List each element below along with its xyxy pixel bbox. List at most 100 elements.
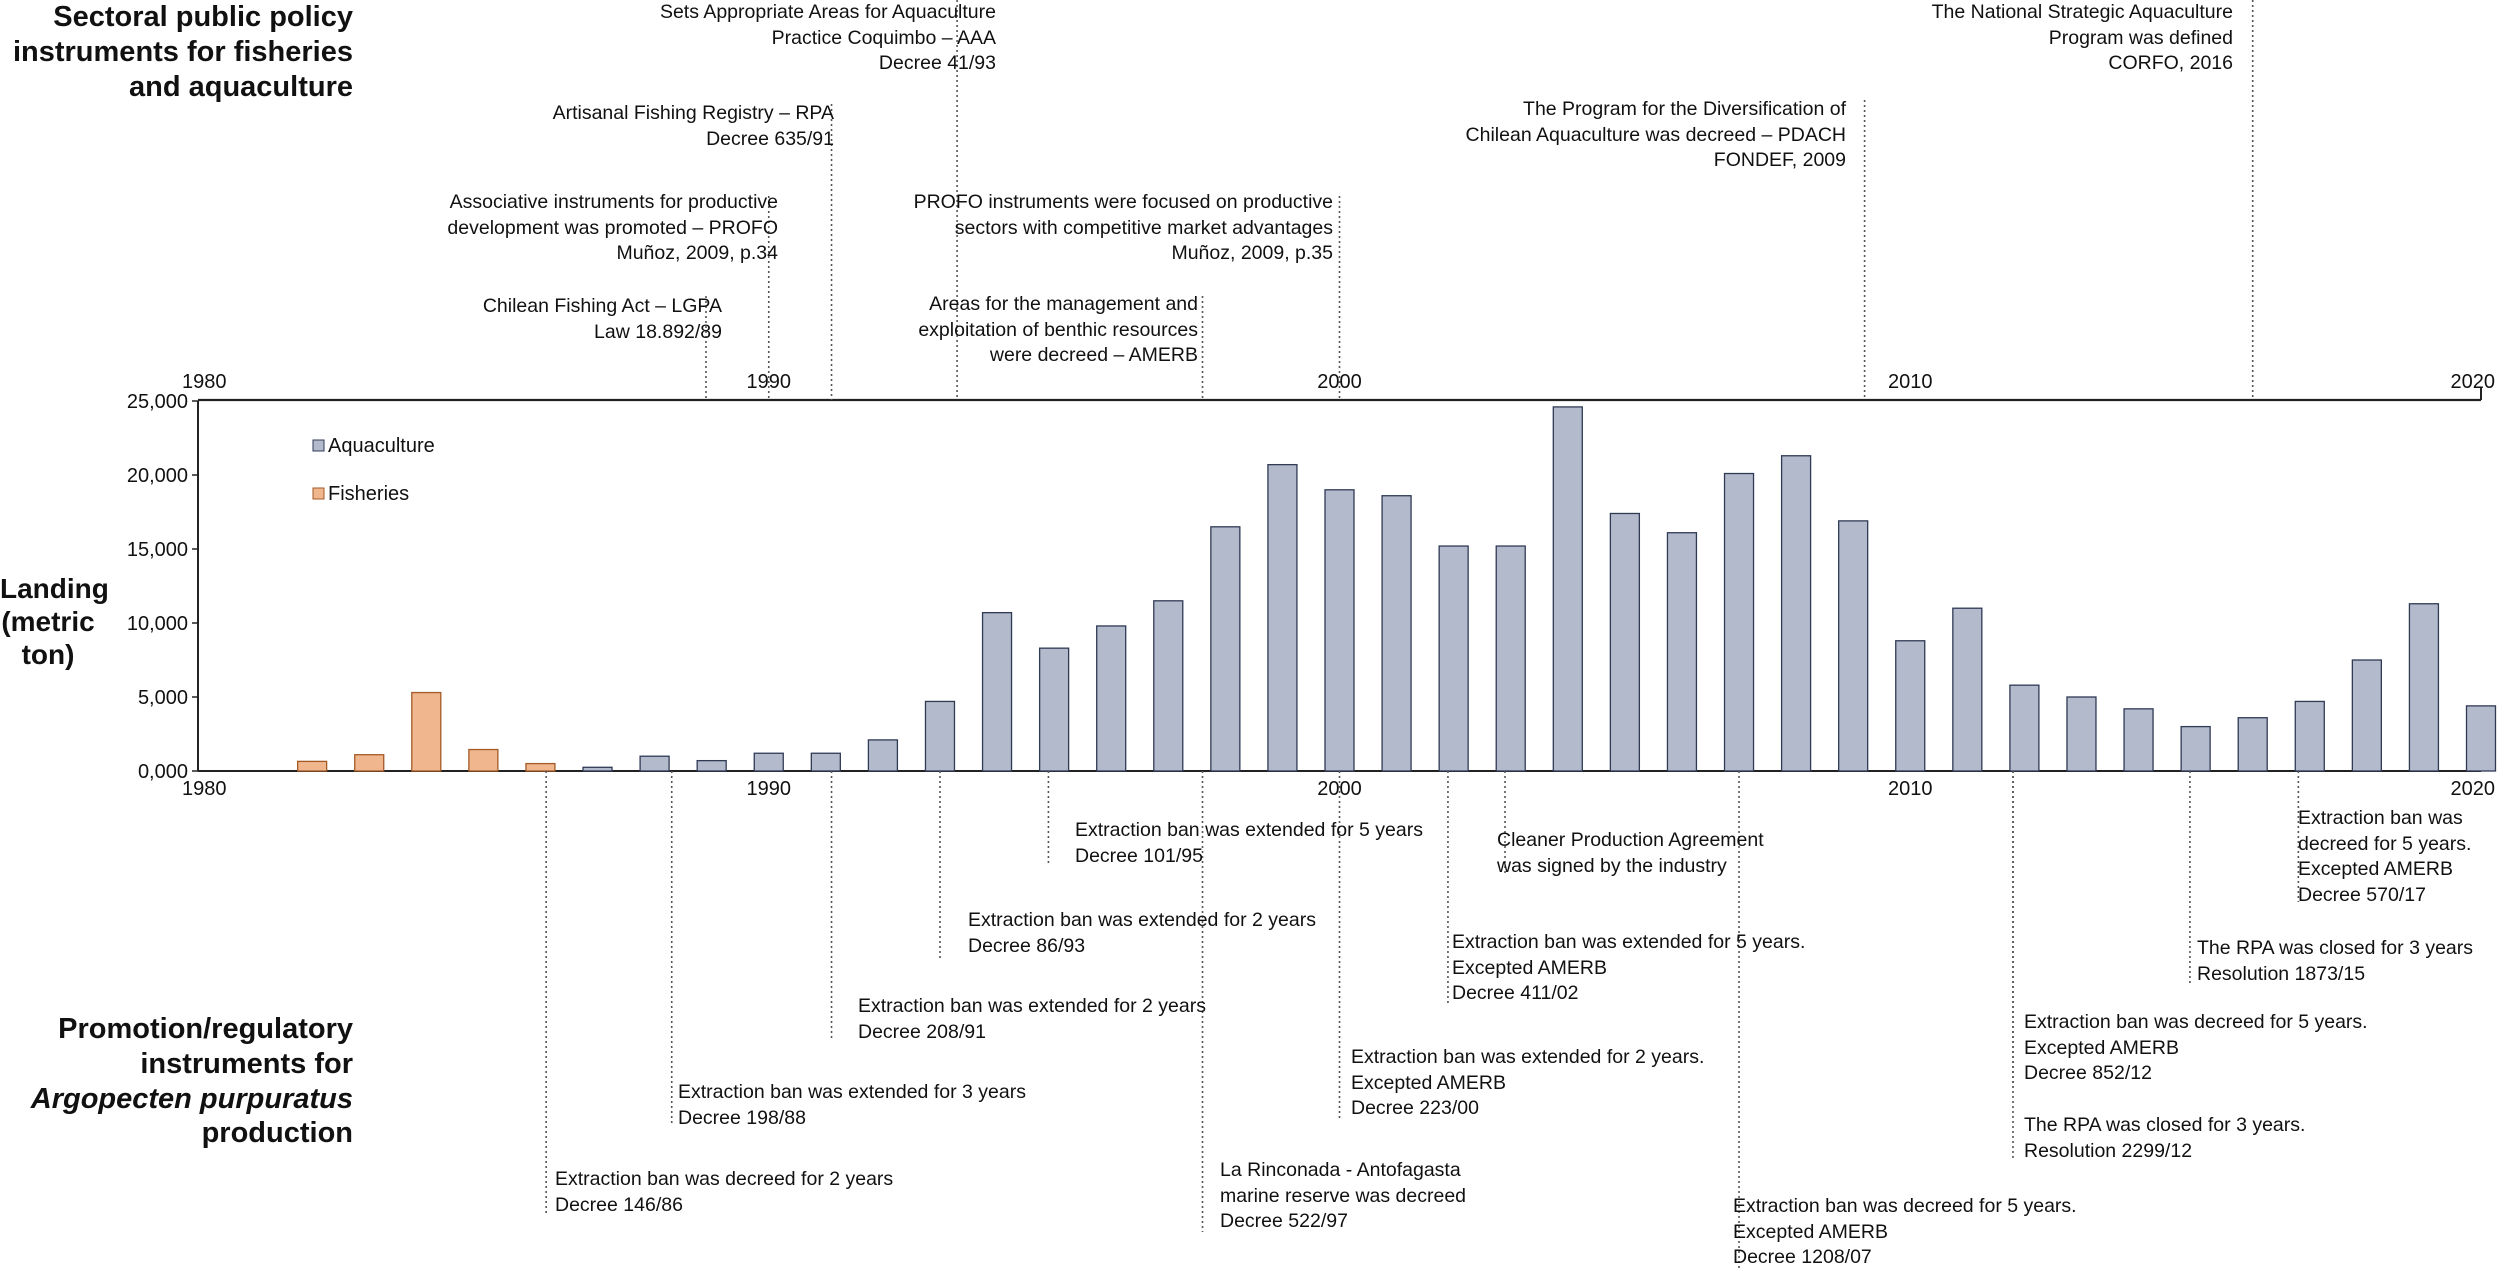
top-annotation: Areas for the management and exploitation… (918, 292, 1198, 369)
x-tick-label: 2020 (2451, 778, 2496, 800)
bottom-annotation-line: Excepted AMERB (1452, 956, 1607, 979)
aquaculture-bar (1895, 640, 1926, 772)
y-tick-label: 15,000 (127, 539, 188, 561)
bottom-annotation-line: Extraction ban was extended for 5 years. (1452, 931, 1806, 953)
aquaculture-bar (1838, 520, 1869, 772)
bottom-annotation: Extraction ban was extended for 5 years.… (1452, 930, 1805, 1007)
top-annotation-line: Associative instruments for productive (449, 191, 778, 213)
aquaculture-bar (1723, 472, 1755, 772)
bottom-annotation-line: Decree 146/86 (555, 1193, 683, 1216)
top-annotation-line: development was promoted – PROFO (447, 216, 778, 239)
bottom-annotation-line: Extraction ban was decreed for 5 years. (1733, 1195, 2077, 1217)
bottom-annotation: Cleaner Production Agreement was signed b… (1497, 828, 1764, 879)
y-axis-label: Landing (metric ton) (0, 572, 109, 671)
bottom-annotation: Extraction ban was decreed for 5 years. E… (1733, 1194, 2077, 1271)
bottom-annotation-line: Decree 208/91 (858, 1020, 986, 1043)
bottom-annotation-line: Excepted AMERB (2298, 858, 2453, 881)
y-tick-label: 20,000 (127, 465, 188, 487)
aquaculture-bar (2294, 700, 2325, 772)
aquaculture-bar (2408, 603, 2440, 772)
fisheries-bar (525, 762, 556, 772)
bottom-annotation: Extraction ban was decreed for 2 years De… (555, 1167, 893, 1218)
aquaculture-bar (1552, 406, 1583, 772)
bottom-annotation-line: marine reserve was decreed (1220, 1184, 1467, 1207)
bottom-annotation-line: Decree 522/97 (1220, 1210, 1348, 1233)
y-tick-label: 5,000 (138, 687, 188, 709)
timeline-tick-label: 1980 (182, 371, 227, 393)
aquaculture-bar (2180, 725, 2211, 772)
aquaculture-bar (1267, 463, 1298, 772)
bottom-annotation-line: Decree 198/88 (678, 1106, 806, 1129)
aquaculture-bar (1096, 625, 1127, 772)
bottom-annotation-line: Cleaner Production Agreement (1497, 829, 1764, 851)
timeline-tick-label: 2020 (2451, 371, 2496, 393)
bottom-annotation-line: Excepted AMERB (1733, 1220, 1888, 1243)
bottom-annotation-line: Decree 1208/07 (1733, 1246, 1872, 1269)
aquaculture-bar (753, 752, 784, 772)
bottom-annotation: Extraction ban was decreed for 5 years. Ex… (2298, 806, 2471, 909)
bottom-annotation-line: Excepted AMERB (1351, 1071, 1506, 1094)
bottom-annotation: The RPA was closed for 3 years. Resolutio… (2024, 1113, 2305, 1164)
aquaculture-bar (696, 759, 727, 772)
bottom-annotation-line: Decree 570/17 (2298, 884, 2426, 907)
aquaculture-bar (981, 611, 1013, 772)
top-annotation-line: The Program for the Diversification of (1523, 98, 1846, 120)
aquaculture-bar (810, 752, 841, 772)
bottom-annotation-line: Decree 411/02 (1452, 982, 1579, 1005)
top-annotation-line: were decreed – AMERB (989, 344, 1198, 367)
aquaculture-bar (2351, 659, 2383, 772)
fisheries-bar (296, 760, 328, 772)
bottom-annotation-line: Decree 86/93 (968, 934, 1086, 957)
aquaculture-bar (1666, 532, 1698, 772)
top-annotation-line: Muñoz, 2009, p.34 (616, 242, 778, 265)
bottom-annotation-line: Extraction ban was (2298, 807, 2463, 829)
bottom-annotation-line: was signed by the industry (1497, 854, 1727, 877)
top-annotation: Artisanal Fishing Registry – RPA Decree 6… (553, 101, 834, 152)
top-title-line: Sectoral public policy (53, 1, 353, 33)
bottom-title-line: Promotion/regulatory (58, 1013, 353, 1045)
top-annotation-line: Chilean Aquaculture was decreed – PDACH (1465, 123, 1846, 146)
bottom-annotation-line: Extraction ban was decreed for 2 years (555, 1168, 894, 1190)
x-tick-label: 2010 (1888, 778, 1933, 800)
aquaculture-bar (1495, 545, 1526, 772)
top-annotation-line: Practice Coquimbo – AAA (771, 26, 996, 49)
bottom-annotation-line: Extraction ban was extended for 2 years. (1351, 1046, 1705, 1068)
top-annotation-line: Decree 41/93 (878, 52, 996, 75)
bottom-title-line: production (201, 1117, 353, 1150)
bottom-annotation: Extraction ban was extended for 2 years.… (1351, 1045, 1704, 1122)
timeline-tick-label: 2010 (1888, 371, 1933, 393)
top-annotation-line: Areas for the management and (929, 293, 1198, 315)
y-tick-label: 10,000 (127, 613, 188, 635)
bottom-section-title: Promotion/regulatory instruments for Arg… (31, 1012, 353, 1151)
top-annotation: The Program for the Diversification of Ch… (1466, 97, 1846, 174)
fisheries-bar (354, 754, 385, 772)
bottom-annotation-line: Decree 852/12 (2024, 1062, 2152, 1085)
top-annotation-line: exploitation of benthic resources (918, 318, 1198, 341)
bottom-annotation-line: Decree 101/95 (1075, 844, 1203, 867)
aquaculture-bar (1324, 489, 1355, 772)
x-tick-label: 2000 (1317, 778, 1362, 800)
aquaculture-bar (1780, 455, 1812, 772)
top-annotation: The National Strategic Aquaculture Progra… (1932, 0, 2233, 77)
bottom-annotation-line: Extraction ban was decreed for 5 years. (2024, 1011, 2368, 1033)
bottom-annotation-line: La Rinconada - Antofagasta (1220, 1159, 1461, 1181)
aquaculture-bar (2465, 705, 2497, 772)
top-annotation-line: Program was defined (2048, 26, 2233, 49)
aquaculture-bar (2009, 684, 2040, 772)
y-axis-label-line: (metric (1, 606, 95, 638)
bottom-annotation-line: Excepted AMERB (2024, 1036, 2179, 1059)
y-axis-label-line: ton) (21, 639, 75, 671)
aquaculture-bar (1952, 607, 1983, 772)
x-tick-label: 1980 (182, 778, 227, 800)
top-annotation: Chilean Fishing Act – LGPA Law 18.892/89 (483, 294, 722, 345)
bottom-annotation: La Rinconada - Antofagasta marine reserve… (1220, 1158, 1466, 1235)
fisheries-bar (468, 748, 499, 772)
aquaculture-bar (1609, 512, 1641, 772)
legend-label: Aquaculture (328, 435, 435, 457)
top-annotation-line: The National Strategic Aquaculture (1931, 1, 2233, 23)
top-section-title: Sectoral public policy instruments for f… (13, 0, 353, 104)
top-annotation-line: PROFO instruments were focused on produc… (913, 191, 1333, 213)
y-tick-label: 0,000 (138, 761, 188, 783)
bottom-annotation: Extraction ban was decreed for 5 years. E… (2024, 1010, 2368, 1087)
aquaculture-bar (582, 766, 613, 772)
